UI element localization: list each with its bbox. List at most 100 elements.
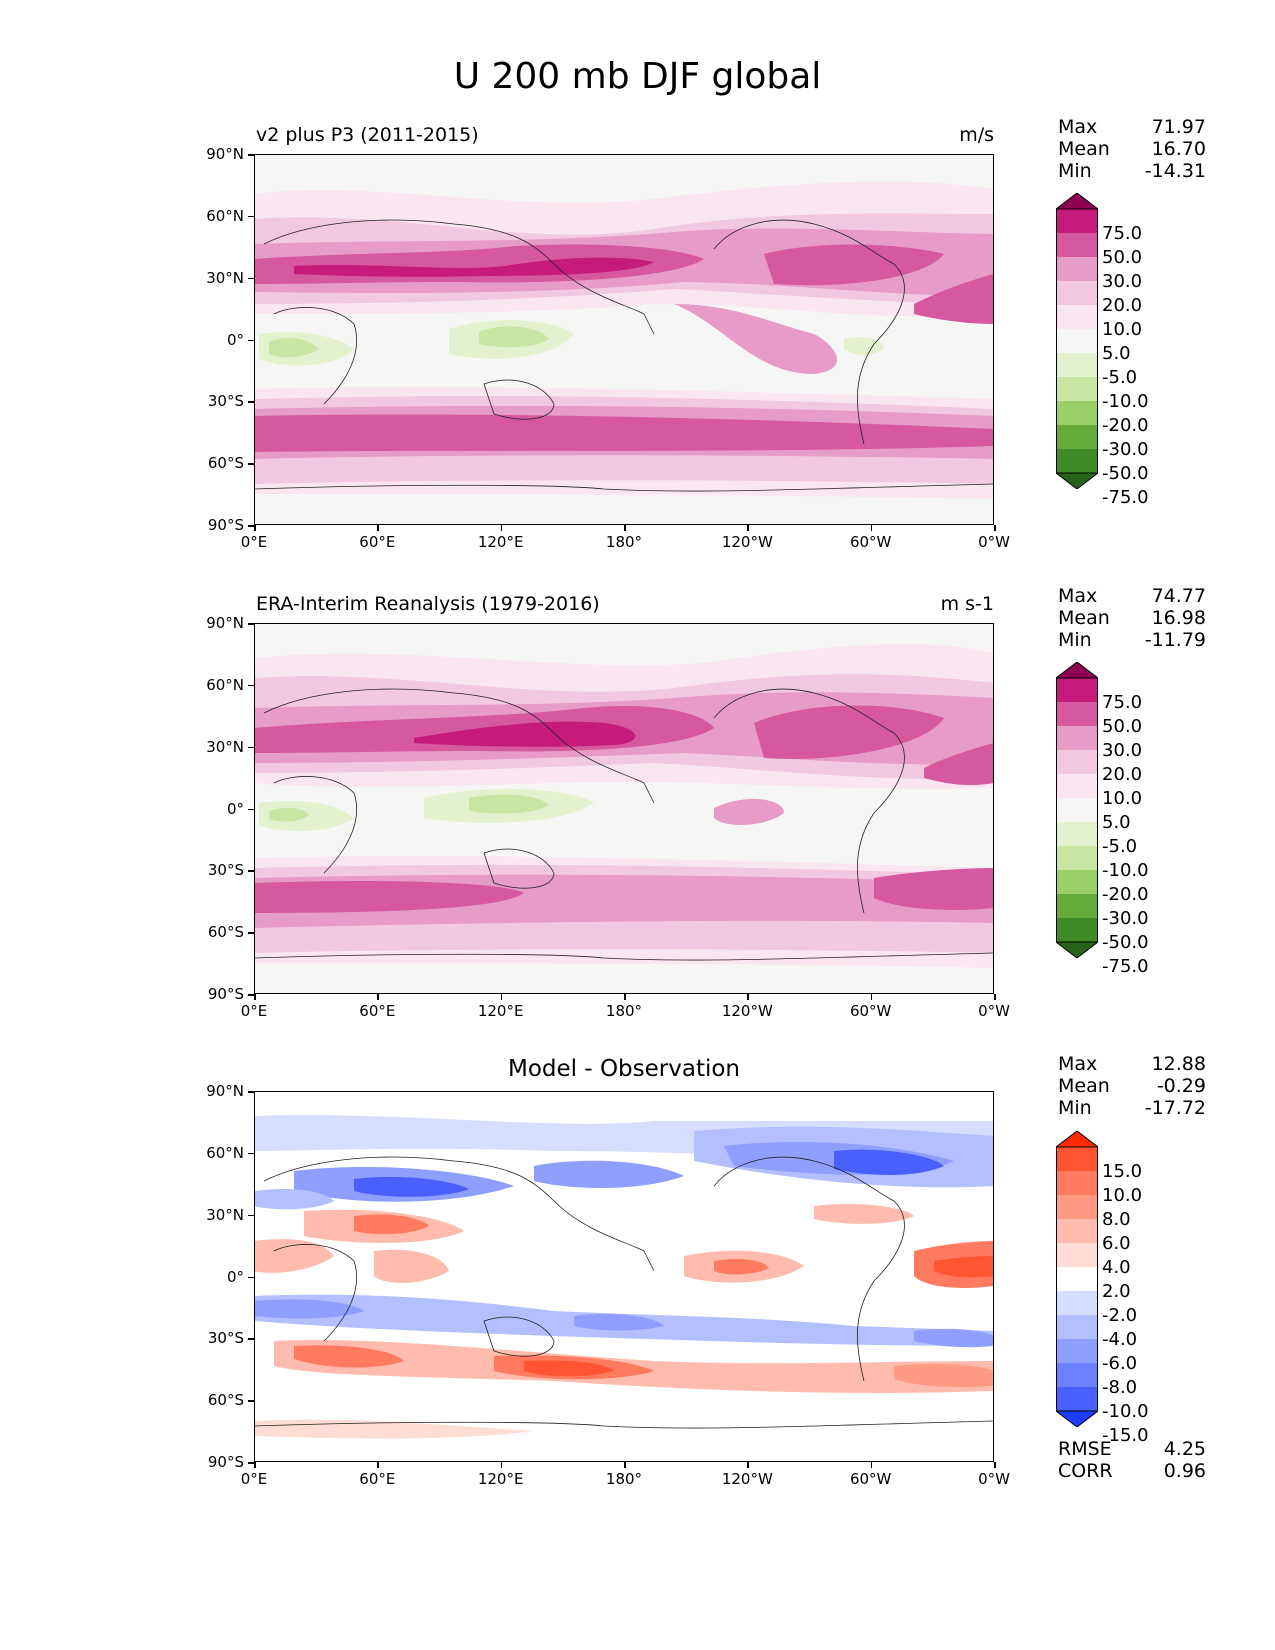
lat-tick	[248, 1338, 254, 1340]
lat-tick	[248, 994, 254, 996]
lon-tick-label: 0°W	[978, 1002, 1010, 1020]
colorbar-band	[1056, 377, 1098, 402]
lat-tick	[248, 1214, 254, 1217]
lat-tick	[248, 746, 254, 749]
colorbar-label: 75.0	[1102, 223, 1143, 244]
colorbar-label: -10.0	[1102, 1401, 1149, 1422]
lon-tick	[870, 525, 873, 531]
lon-tick-label: 60°W	[849, 533, 892, 551]
colorbar-bands	[1056, 677, 1098, 943]
colorbar-band	[1056, 774, 1098, 799]
colorbar-label: -30.0	[1102, 439, 1149, 460]
lat-tick-label: 60°S	[207, 1391, 244, 1410]
colorbar-band	[1056, 305, 1098, 330]
lon-tick	[377, 525, 379, 531]
colorbar-label: -10.0	[1102, 391, 1149, 412]
stat-row: RMSE 4.25	[1058, 1438, 1206, 1460]
lon-tick	[254, 994, 256, 1000]
lon-tick	[994, 525, 996, 531]
colorbar-label: -6.0	[1102, 1353, 1138, 1374]
stat-value: -17.72	[1144, 1097, 1206, 1119]
map-field-model	[254, 154, 994, 525]
colorbar-band	[1056, 726, 1098, 751]
stat-value: -11.79	[1144, 629, 1206, 651]
lon-tick	[994, 994, 996, 1000]
colorbar-label: 50.0	[1102, 716, 1143, 737]
colorbar-band	[1056, 281, 1098, 306]
colorbar-band	[1056, 894, 1098, 919]
stat-row: Max 74.77	[1058, 585, 1206, 607]
colorbar-band	[1056, 1387, 1098, 1412]
stat-value: -0.29	[1156, 1075, 1206, 1097]
lon-tick-label: 0°W	[978, 1470, 1010, 1488]
stat-value: 4.25	[1163, 1438, 1206, 1460]
colorbar-band	[1056, 329, 1098, 354]
colorbar-label: -5.0	[1102, 836, 1138, 857]
colorbar-band	[1056, 918, 1098, 943]
lon-tick	[500, 525, 503, 531]
colorbar-band	[1056, 1363, 1098, 1388]
lon-tick-label: 180°	[605, 1002, 643, 1020]
colorbar-label: -50.0	[1102, 932, 1149, 953]
lat-tick	[248, 808, 254, 810]
map-field-difference	[254, 1091, 994, 1462]
colorbar-difference	[1056, 1131, 1098, 1427]
lon-tick	[747, 525, 749, 531]
stat-key: Min	[1058, 1097, 1092, 1119]
lat-tick	[248, 277, 254, 280]
lat-tick-label: 90°N	[206, 614, 244, 632]
colorbar-band	[1056, 750, 1098, 775]
lat-tick-label: 30°S	[207, 1329, 244, 1348]
colorbar-band	[1056, 1315, 1098, 1340]
lat-tick	[248, 339, 254, 341]
lat-tick-label: 0°	[226, 1267, 244, 1286]
lat-tick	[248, 215, 254, 218]
lat-tick-label: 60°S	[207, 454, 244, 473]
lon-tick	[500, 994, 503, 1000]
colorbar-label: -2.0	[1102, 1305, 1138, 1326]
stat-key: CORR	[1058, 1460, 1113, 1482]
lon-tick-label: 120°E	[477, 1470, 524, 1488]
lon-tick-label: 120°W	[721, 1470, 773, 1488]
lon-tick	[747, 994, 749, 1000]
colorbar-label: 30.0	[1102, 271, 1143, 292]
lat-tick	[248, 525, 254, 527]
lon-tick-label: 60°E	[359, 533, 396, 551]
lat-tick	[248, 932, 254, 934]
colorbar-band	[1056, 678, 1098, 703]
colorbar-observation	[1056, 662, 1098, 958]
lat-tick-label: 0°	[226, 330, 244, 349]
lat-tick	[248, 463, 254, 465]
stat-key: Min	[1058, 160, 1092, 182]
colorbar-band	[1056, 702, 1098, 727]
colorbar-band	[1056, 798, 1098, 823]
stat-key: Mean	[1058, 1075, 1110, 1097]
colorbar-band	[1056, 1267, 1098, 1292]
lat-tick-label: 0°	[226, 799, 244, 818]
map-frame	[254, 154, 994, 525]
colorbar-label: -8.0	[1102, 1377, 1138, 1398]
colorbar-label: 5.0	[1102, 812, 1131, 833]
lon-tick	[624, 525, 626, 531]
colorbar-band	[1056, 1339, 1098, 1364]
lat-tick	[248, 154, 254, 156]
colorbar-label: -10.0	[1102, 860, 1149, 881]
colorbar-band	[1056, 353, 1098, 378]
map-frame	[254, 623, 994, 994]
stat-row: CORR 0.96	[1058, 1460, 1206, 1482]
colorbar-label: 20.0	[1102, 764, 1143, 785]
colorbar-band	[1056, 449, 1098, 474]
colorbar-label: -50.0	[1102, 463, 1149, 484]
stat-key: Mean	[1058, 138, 1110, 160]
stat-row: Max 12.88	[1058, 1053, 1206, 1075]
stat-row: Mean -0.29	[1058, 1075, 1206, 1097]
map-field-observation	[254, 623, 994, 994]
colorbar-band	[1056, 1171, 1098, 1196]
colorbar-label: -20.0	[1102, 415, 1149, 436]
lon-tick	[870, 994, 873, 1000]
colorbar-label: 10.0	[1102, 1185, 1143, 1206]
colorbar-label: 50.0	[1102, 247, 1143, 268]
colorbar-model	[1056, 193, 1098, 489]
lat-tick-label: 90°N	[206, 1082, 244, 1100]
lat-tick-label: 30°S	[207, 392, 244, 411]
